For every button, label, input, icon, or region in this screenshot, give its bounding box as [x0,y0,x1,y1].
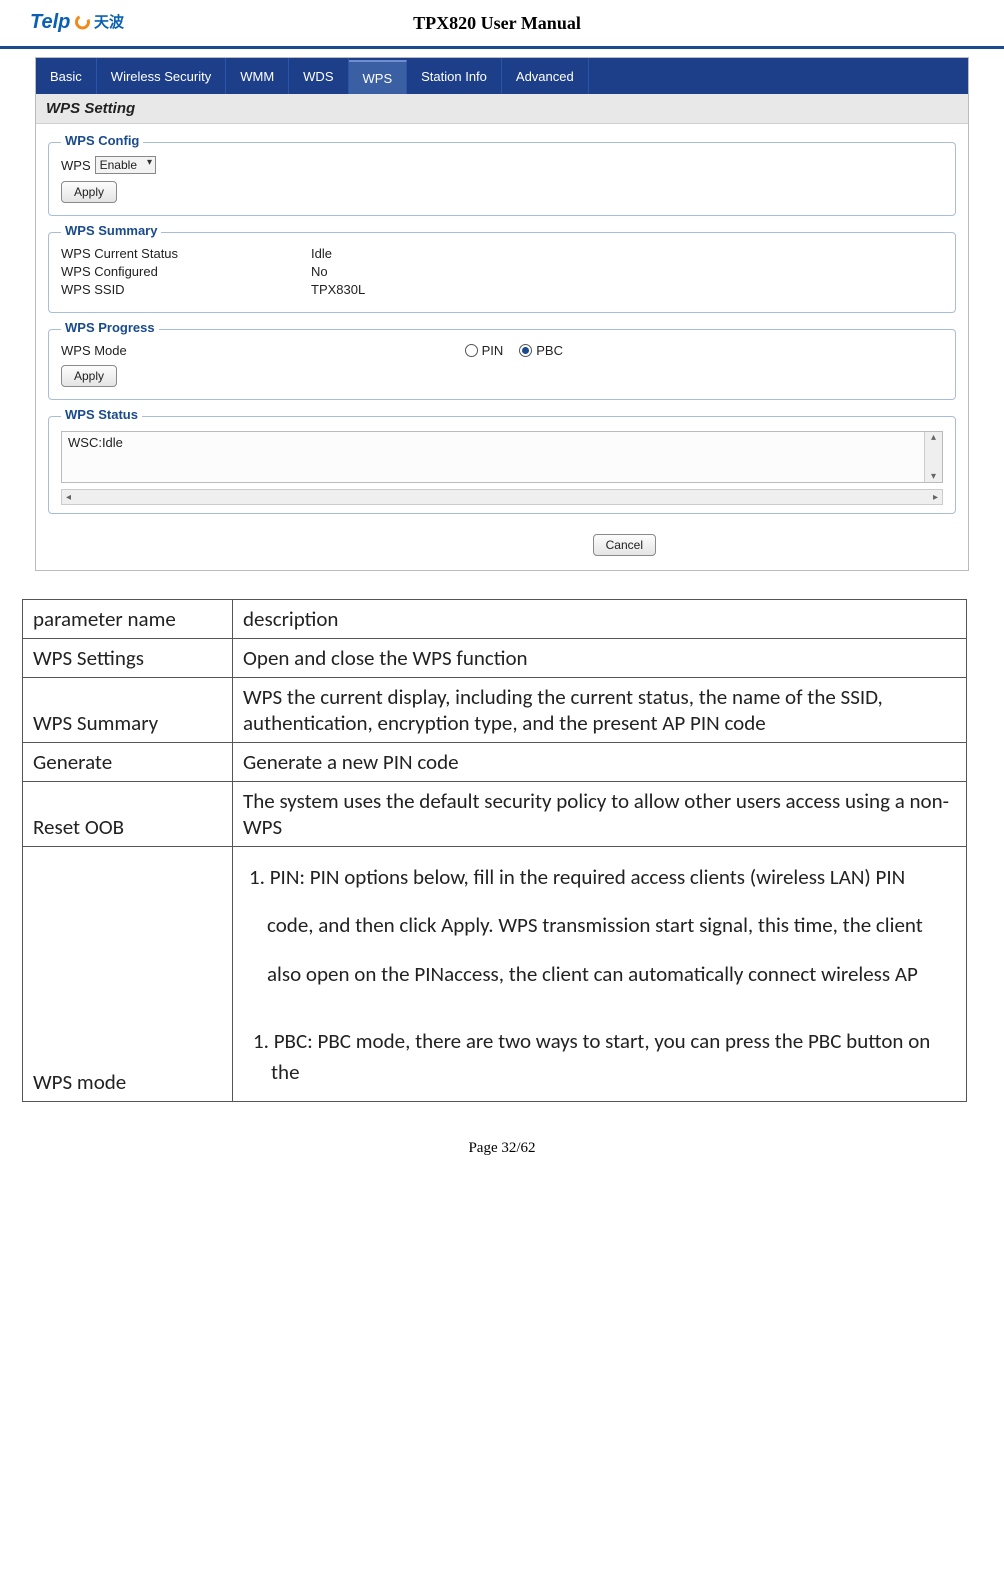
tab-station-info[interactable]: Station Info [407,58,502,94]
table-row: Reset OOB The system uses the default se… [23,782,967,847]
fieldset-wps-progress: WPS Progress WPS Mode PIN PBC Apply [48,329,956,400]
summary-status-value: Idle [311,246,332,261]
wps-mode-item-pbc: 1. PBC: PBC mode, there are two ways to … [253,1026,952,1089]
page-header: Telp 天波 TPX820 User Manual [0,0,1004,49]
wps-enable-row: WPS Enable [61,156,943,174]
apply-button-config[interactable]: Apply [61,181,117,203]
radio-pin[interactable]: PIN [465,343,504,358]
legend-wps-status: WPS Status [61,407,142,422]
parameter-table: parameter name description WPS Settings … [22,599,967,1102]
th-parameter: parameter name [23,600,233,639]
panel-title: WPS Setting [36,94,968,124]
cancel-row: Cancel [48,530,956,556]
status-textarea: WSC:Idle ▴▾ [61,431,943,483]
svg-text:Telp: Telp [30,11,70,33]
cancel-button[interactable]: Cancel [593,534,656,556]
tab-wds[interactable]: WDS [289,58,348,94]
wps-mode-label: WPS Mode [61,343,449,358]
tab-wireless-security[interactable]: Wireless Security [97,58,226,94]
scrollbar-vertical[interactable]: ▴▾ [924,432,942,482]
cell-name: WPS Settings [23,639,233,678]
fieldset-wps-status: WPS Status WSC:Idle ▴▾ ◂▸ [48,416,956,514]
tab-wps[interactable]: WPS [349,60,408,94]
wps-mode-row: WPS Mode PIN PBC [61,343,943,358]
table-row: WPS Summary WPS the current display, inc… [23,678,967,743]
fieldset-wps-config: WPS Config WPS Enable Apply [48,142,956,216]
summary-configured-label: WPS Configured [61,264,311,279]
cell-desc: WPS the current display, including the c… [233,678,967,743]
router-screenshot: Basic Wireless Security WMM WDS WPS Stat… [35,57,969,571]
radio-pin-label: PIN [482,343,504,358]
scroll-down-icon: ▾ [931,471,936,482]
cell-name: Generate [23,743,233,782]
logo: Telp 天波 [30,6,150,40]
radio-pbc-icon [519,344,532,357]
cell-name-wps-mode: WPS mode [23,847,233,1102]
tab-bar: Basic Wireless Security WMM WDS WPS Stat… [36,58,968,94]
wps-mode-item-pin: 1. PIN: PIN options below, fill in the r… [253,853,952,998]
cell-desc-wps-mode: 1. PIN: PIN options below, fill in the r… [233,847,967,1102]
radio-pbc-label: PBC [536,343,563,358]
cell-name: WPS Summary [23,678,233,743]
summary-row-ssid: WPS SSID TPX830L [61,282,943,297]
tab-basic[interactable]: Basic [36,58,97,94]
table-row-wps-mode: WPS mode 1. PIN: PIN options below, fill… [23,847,967,1102]
svg-text:天波: 天波 [94,13,125,31]
legend-wps-progress: WPS Progress [61,320,159,335]
doc-title: TPX820 User Manual [150,13,844,34]
table-row: WPS Settings Open and close the WPS func… [23,639,967,678]
cell-desc: Open and close the WPS function [233,639,967,678]
fieldset-wps-summary: WPS Summary WPS Current Status Idle WPS … [48,232,956,313]
cell-name: Reset OOB [23,782,233,847]
cell-desc: Generate a new PIN code [233,743,967,782]
wps-select[interactable]: Enable [95,156,156,174]
summary-row-configured: WPS Configured No [61,264,943,279]
tab-advanced[interactable]: Advanced [502,58,589,94]
scrollbar-horizontal[interactable]: ◂▸ [61,489,943,505]
summary-configured-value: No [311,264,328,279]
radio-pin-icon [465,344,478,357]
cell-desc: The system uses the default security pol… [233,782,967,847]
scroll-right-icon: ▸ [933,492,938,503]
scroll-left-icon: ◂ [66,492,71,503]
legend-wps-summary: WPS Summary [61,223,161,238]
apply-button-progress[interactable]: Apply [61,365,117,387]
radio-pbc[interactable]: PBC [519,343,563,358]
wps-label: WPS [61,158,91,173]
th-description: description [233,600,967,639]
status-text: WSC:Idle [68,435,123,450]
summary-status-label: WPS Current Status [61,246,311,261]
summary-ssid-label: WPS SSID [61,282,311,297]
summary-ssid-value: TPX830L [311,282,365,297]
table-header-row: parameter name description [23,600,967,639]
page-footer: Page 32/62 [0,1140,1004,1157]
tab-wmm[interactable]: WMM [226,58,289,94]
summary-row-status: WPS Current Status Idle [61,246,943,261]
legend-wps-config: WPS Config [61,133,143,148]
scroll-up-icon: ▴ [931,432,936,443]
table-row: Generate Generate a new PIN code [23,743,967,782]
telpo-logo-icon: Telp 天波 [30,6,150,40]
panel-body: WPS Config WPS Enable Apply WPS Summary … [36,124,968,570]
